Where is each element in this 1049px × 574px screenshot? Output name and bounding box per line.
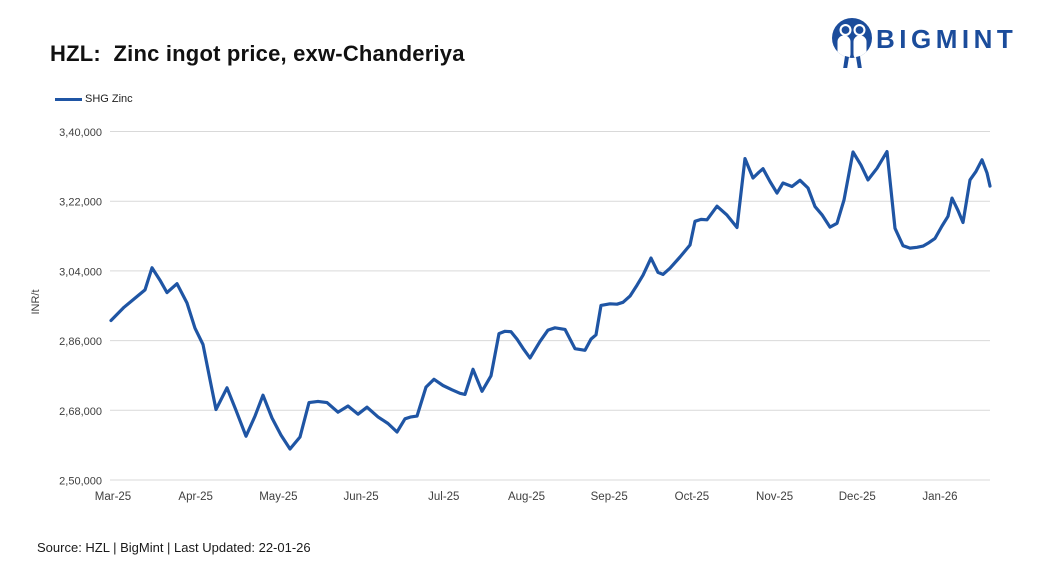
x-tick-label: Dec-25 xyxy=(839,491,876,503)
x-tick-label: Jun-25 xyxy=(344,491,379,503)
x-tick-label: Jul-25 xyxy=(428,491,459,503)
y-tick-label: 2,86,000 xyxy=(59,336,102,348)
bigmint-logo-icon xyxy=(832,18,872,68)
x-tick-label: Apr-25 xyxy=(178,491,213,503)
series-line-shg-zinc xyxy=(109,150,992,451)
source-note: Source: HZL | BigMint | Last Updated: 22… xyxy=(37,540,311,555)
x-tick-label: Mar-25 xyxy=(95,491,131,503)
legend: SHG Zinc xyxy=(55,93,133,105)
x-tick-label: Aug-25 xyxy=(508,491,545,503)
legend-label: SHG Zinc xyxy=(85,93,133,105)
y-tick-label: 2,68,000 xyxy=(59,406,102,418)
y-tick-label: 3,22,000 xyxy=(59,197,102,209)
bigmint-logo-text: BIGMINT xyxy=(876,24,1017,54)
x-tick-label: Jan-26 xyxy=(922,491,957,503)
bigmint-logo: BIGMINT xyxy=(832,18,1017,68)
y-axis-title: INR/t xyxy=(30,289,42,314)
legend-line-swatch xyxy=(55,97,82,101)
x-tick-label: Oct-25 xyxy=(675,491,710,503)
x-tick-label: Nov-25 xyxy=(756,491,793,503)
x-tick-label: May-25 xyxy=(259,491,297,503)
y-tick-label: 3,04,000 xyxy=(59,266,102,278)
x-tick-label: Sep-25 xyxy=(591,491,628,503)
page-title: HZL: Zinc ingot price, exw-Chanderiya xyxy=(50,41,465,66)
y-tick-label: 2,50,000 xyxy=(59,476,102,488)
y-tick-label: 3,40,000 xyxy=(59,127,102,139)
